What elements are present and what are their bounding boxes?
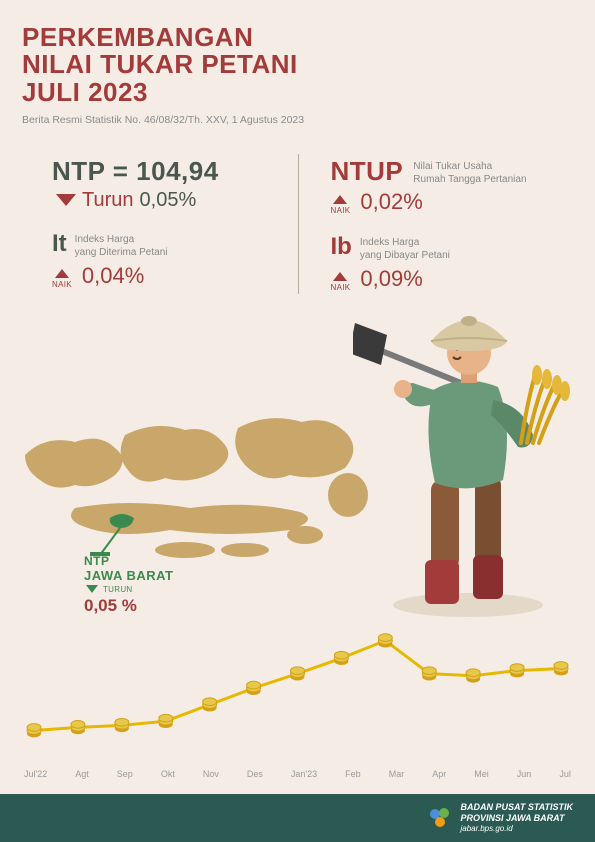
ntup-desc-2: Rumah Tangga Pertanian (413, 174, 526, 185)
chart-x-labels: Jul'22 Agt Sep Okt Nov Des Jan'23 Feb Mar Apr Mei J… (22, 769, 573, 779)
chart-x-label: Sep (117, 769, 133, 779)
ib-desc-1: Indeks Harga (360, 237, 419, 248)
ntup-row: NTUP Nilai Tukar Usaha Rumah Tangga Pert… (331, 156, 574, 187)
footer-line-2: PROVINSI JAWA BARAT (461, 813, 574, 824)
it-row: It Indeks Harga yang Diterima Petani (52, 230, 295, 259)
footer: BADAN PUSAT STATISTIK PROVINSI JAWA BARA… (0, 794, 595, 842)
chart-x-label: Jan'23 (291, 769, 317, 779)
header: PERKEMBANGAN NILAI TUKAR PETANI JULI 202… (0, 0, 595, 134)
triangle-down-icon (56, 194, 76, 206)
chart-x-label: Jul (559, 769, 571, 779)
chart-x-label: Des (247, 769, 263, 779)
jb-region: JAWA BARAT (84, 568, 174, 583)
ntp-change-row: Turun 0,05% (56, 189, 295, 212)
triangle-up-icon (55, 269, 69, 278)
it-desc: Indeks Harga yang Diterima Petani (75, 230, 168, 259)
ntp-line-chart: Jul'22AgtSepOktNovDesJan'23FebMarAprMeiJ… (22, 604, 573, 774)
stats-divider (298, 154, 299, 294)
footer-text: BADAN PUSAT STATISTIK PROVINSI JAWA BARA… (461, 802, 574, 833)
jb-direction: TURUN (103, 585, 133, 594)
page-title: PERKEMBANGAN NILAI TUKAR PETANI JULI 202… (22, 24, 573, 106)
stats-left: NTP = 104,94 Turun 0,05% It Indeks Harga… (22, 148, 313, 300)
it-symbol: It (52, 230, 67, 258)
ntp-value: NTP = 104,94 (52, 156, 295, 187)
ntp-direction: Turun (82, 189, 134, 212)
triangle-up-icon (333, 195, 347, 204)
chart-x-label: Agt (75, 769, 89, 779)
chart-x-label: Jul'22 (24, 769, 47, 779)
ntup-symbol: NTUP (331, 156, 404, 187)
ntup-pct: 0,02% (360, 189, 422, 215)
chart-svg (22, 604, 573, 764)
ib-naik-label: NAIK (331, 283, 351, 292)
illustration-area: NTP JAWA BARAT TURUN 0,05 % (0, 310, 595, 640)
footer-line-1: BADAN PUSAT STATISTIK (461, 802, 574, 813)
chart-x-label: Mar (389, 769, 405, 779)
it-naik-label: NAIK (52, 280, 72, 289)
farmer-illustration (353, 265, 573, 625)
ntup-naik-label: NAIK (331, 206, 351, 215)
subtitle: Berita Resmi Statistik No. 46/08/32/Th. … (22, 114, 573, 126)
chart-x-label: Nov (203, 769, 219, 779)
jb-direction-row: TURUN (86, 585, 174, 594)
ib-naik-block: NAIK (331, 272, 351, 292)
chart-x-label: Okt (161, 769, 175, 779)
ntp-pct: 0,05% (140, 189, 197, 212)
ib-desc: Indeks Harga yang Dibayar Petani (360, 233, 450, 262)
jb-turun-block (86, 585, 98, 593)
triangle-down-icon (86, 585, 98, 593)
triangle-up-icon (333, 272, 347, 281)
ntup-naik-block: NAIK (331, 195, 351, 215)
ib-row: Ib Indeks Harga yang Dibayar Petani (331, 233, 574, 262)
title-line-3: JULI 2023 (22, 77, 148, 107)
it-desc-2: yang Diterima Petani (75, 247, 168, 258)
indonesia-map (20, 400, 380, 590)
it-desc-1: Indeks Harga (75, 234, 134, 245)
chart-x-label: Apr (432, 769, 446, 779)
ib-desc-2: yang Dibayar Petani (360, 250, 450, 261)
chart-x-label: Feb (345, 769, 361, 779)
it-pct: 0,04% (82, 263, 144, 289)
footer-line-3: jabar.bps.go.id (461, 824, 574, 834)
ntup-pct-row: NAIK 0,02% (331, 189, 574, 215)
ntup-desc: Nilai Tukar Usaha Rumah Tangga Pertanian (413, 156, 526, 186)
chart-x-label: Jun (517, 769, 532, 779)
ib-symbol: Ib (331, 233, 352, 261)
title-line-1: PERKEMBANGAN (22, 22, 253, 52)
it-naik-block: NAIK (52, 269, 72, 289)
ntup-desc-1: Nilai Tukar Usaha (413, 161, 492, 172)
chart-x-label: Mei (474, 769, 489, 779)
it-naik-row: NAIK 0,04% (52, 263, 295, 289)
bps-logo-icon (427, 805, 453, 831)
title-line-2: NILAI TUKAR PETANI (22, 49, 298, 79)
jb-ntp-label: NTP (84, 554, 174, 568)
